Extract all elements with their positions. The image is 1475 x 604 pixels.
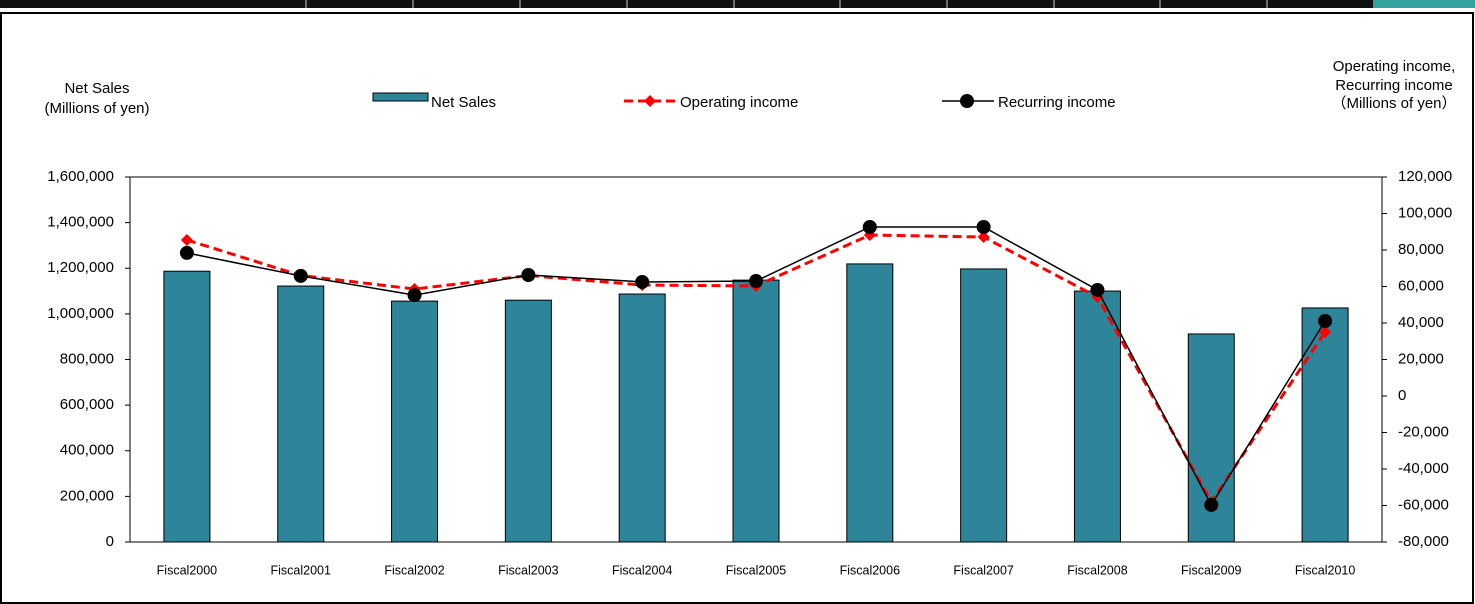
strip-cell [1373, 0, 1475, 8]
top-strip [0, 0, 1475, 8]
line-marker [862, 220, 877, 235]
y2-tick-label: 60,000 [1398, 277, 1444, 294]
x-tick-label: Fiscal2001 [271, 563, 331, 577]
y2-tick-label: -40,000 [1398, 460, 1449, 477]
bar [618, 293, 666, 543]
line-marker [179, 245, 194, 260]
right-axis-title: Recurring income [1335, 77, 1453, 94]
y-tick-label: 800,000 [60, 350, 114, 367]
line-marker [1090, 282, 1105, 297]
bar [960, 268, 1008, 543]
y2-tick-label: -20,000 [1398, 423, 1449, 440]
y2-tick-label: 0 [1398, 387, 1406, 404]
y-tick-label: 1,400,000 [47, 214, 114, 231]
y2-tick-label: 80,000 [1398, 241, 1444, 258]
x-tick-label: Fiscal2010 [1295, 563, 1355, 577]
line-marker [1318, 313, 1333, 328]
legend-label: Net Sales [431, 94, 496, 111]
y2-tick-label: 100,000 [1398, 204, 1452, 221]
y-tick-label: 200,000 [60, 487, 114, 504]
x-tick-label: Fiscal2000 [157, 563, 217, 577]
y2-tick-label: 20,000 [1398, 350, 1444, 367]
line-marker [976, 220, 991, 235]
line-marker [635, 274, 650, 289]
bar [504, 299, 552, 543]
x-tick-label: Fiscal2006 [840, 563, 900, 577]
legend-label: Operating income [680, 94, 798, 111]
legend-swatch [372, 92, 429, 102]
y2-tick-label: 120,000 [1398, 168, 1452, 185]
line-marker [1204, 497, 1219, 512]
y-tick-label: 400,000 [60, 442, 114, 459]
legend-marker [644, 95, 656, 107]
line-marker [180, 233, 193, 246]
left-axis-title: Net Sales [64, 80, 129, 97]
y2-tick-label: 40,000 [1398, 314, 1444, 331]
bar [1073, 290, 1121, 543]
x-tick-label: Fiscal2004 [612, 563, 672, 577]
strip-dividers [305, 0, 1268, 8]
line-marker [407, 288, 422, 303]
x-tick-label: Fiscal2007 [953, 563, 1013, 577]
y-tick-label: 1,600,000 [47, 168, 114, 185]
strip-band [0, 0, 1475, 8]
x-tick-label: Fiscal2008 [1067, 563, 1127, 577]
y2-tick-label: -60,000 [1398, 496, 1449, 513]
bar [163, 270, 211, 543]
line-marker [1319, 326, 1332, 339]
line-marker [749, 274, 763, 289]
line-marker [293, 268, 308, 283]
legend-marker [960, 94, 974, 108]
legend-label: Recurring income [998, 94, 1116, 111]
x-tick-label: Fiscal2009 [1181, 563, 1241, 577]
y-tick-label: 0 [106, 533, 114, 550]
bar [732, 279, 780, 543]
line-marker [977, 231, 990, 244]
chart-border [0, 12, 1474, 604]
y2-tick-label: -80,000 [1398, 533, 1449, 550]
x-tick-label: Fiscal2003 [498, 563, 558, 577]
y-tick-label: 1,200,000 [47, 259, 114, 276]
x-tick-label: Fiscal2005 [726, 563, 786, 577]
bar [846, 263, 894, 543]
line-marker [521, 268, 536, 283]
right-axis-title: Operating income, [1333, 58, 1456, 75]
bar [1301, 307, 1349, 543]
right-axis-title: （Millions of yen） [1331, 95, 1456, 112]
y-tick-label: 1,000,000 [47, 305, 114, 322]
bar [391, 300, 439, 543]
left-axis-title: (Millions of yen) [44, 100, 149, 117]
x-tick-label: Fiscal2002 [384, 563, 444, 577]
y-tick-label: 600,000 [60, 396, 114, 413]
bar [277, 285, 325, 543]
